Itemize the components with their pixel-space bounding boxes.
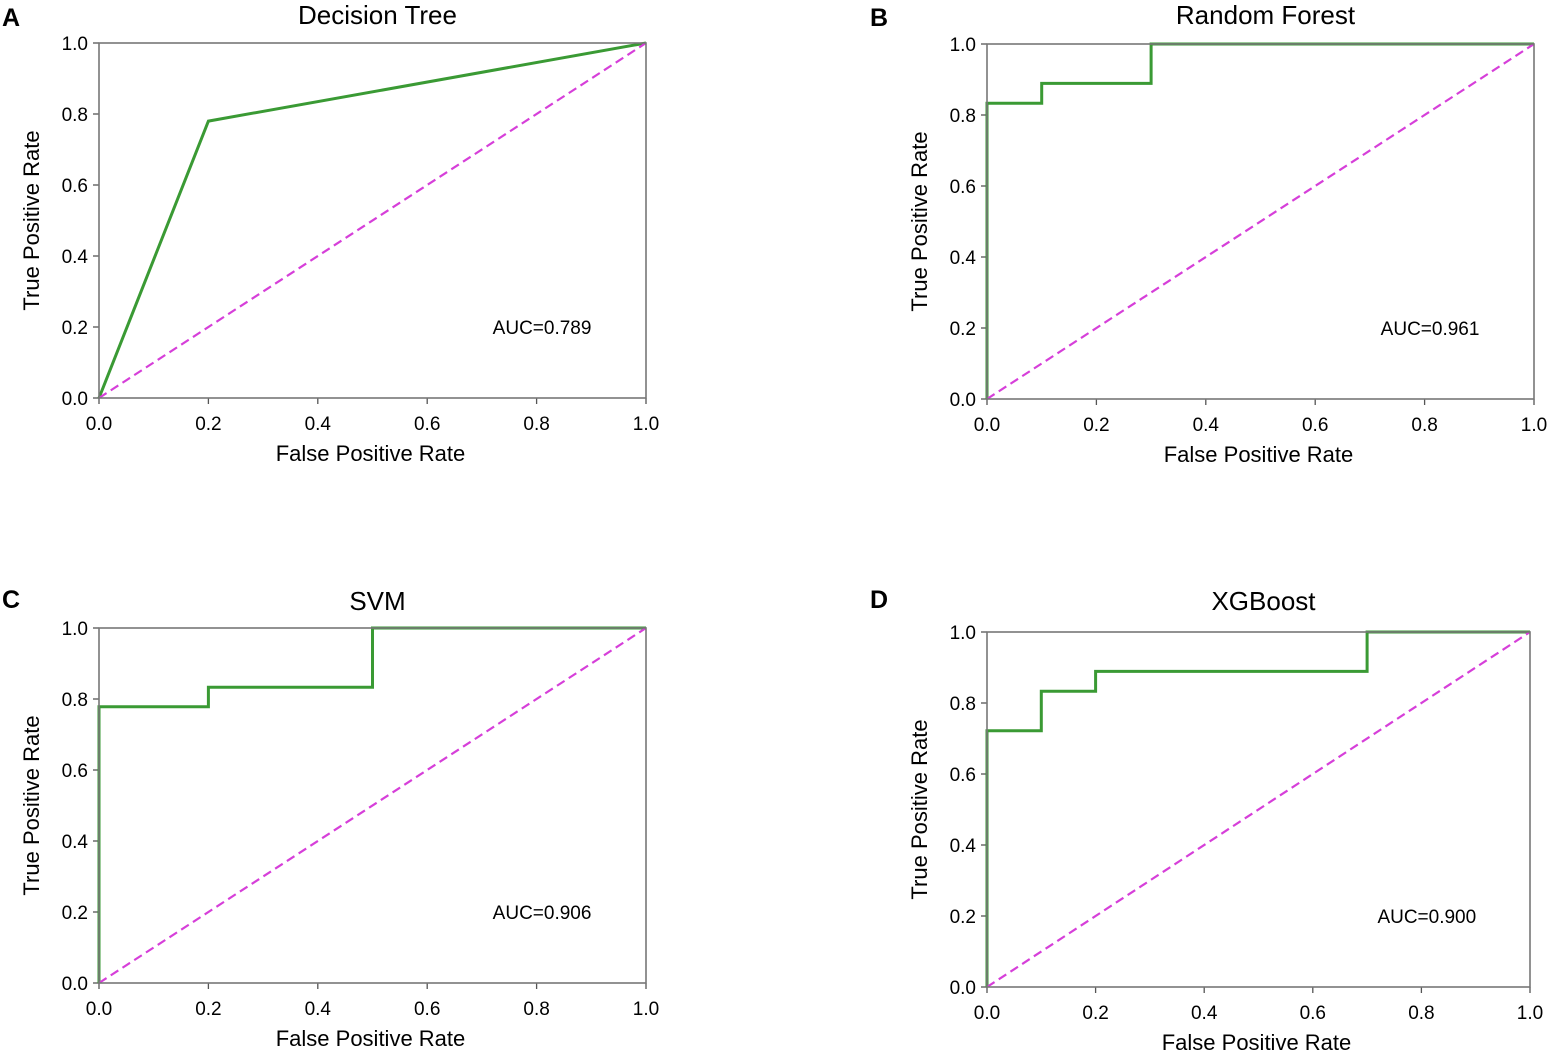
auc-annotation: AUC=0.961 [1381, 319, 1480, 340]
chart-title: Decision Tree [298, 0, 457, 30]
chart-title: Random Forest [1176, 0, 1356, 30]
panel-letter: D [870, 586, 888, 614]
x-tick-label: 0.8 [523, 414, 549, 435]
y-axis-label: True Positive Rate [19, 130, 44, 310]
x-tick-label: 0.8 [1411, 415, 1437, 436]
auc-annotation: AUC=0.906 [493, 903, 592, 924]
y-tick-label: 0.2 [950, 907, 976, 928]
x-tick-label: 0.4 [305, 414, 332, 435]
roc-curve-line [985, 630, 1530, 987]
chance-diagonal-line [98, 627, 647, 984]
y-tick-label: 0.4 [62, 832, 89, 853]
x-tick-label: 0.2 [1082, 1003, 1108, 1024]
y-tick-label: 0.6 [950, 177, 976, 198]
panel-letter: B [870, 4, 888, 32]
x-axis-label: False Positive Rate [1162, 1030, 1352, 1054]
y-tick-label: 0.4 [950, 248, 977, 269]
plot-frame [98, 42, 647, 399]
x-tick-label: 0.2 [1083, 415, 1109, 436]
auc-annotation: AUC=0.900 [1377, 907, 1476, 928]
x-tick-label: 0.0 [86, 414, 112, 435]
x-tick-label: 0.4 [305, 999, 332, 1020]
panel-letter: C [2, 586, 20, 614]
x-axis-label: False Positive Rate [1164, 442, 1354, 467]
x-tick-label: 0.2 [195, 999, 221, 1020]
y-tick-label: 0.0 [950, 978, 976, 999]
y-axis-label: True Positive Rate [19, 715, 44, 895]
y-tick-label: 0.2 [62, 903, 88, 924]
y-tick-label: 0.4 [950, 836, 977, 857]
y-tick-label: 1.0 [62, 34, 88, 55]
y-tick-label: 1.0 [62, 619, 88, 640]
x-tick-label: 0.0 [86, 999, 112, 1020]
y-tick-label: 0.8 [950, 694, 976, 715]
x-tick-label: 0.6 [414, 414, 440, 435]
y-tick-label: 0.8 [950, 106, 976, 127]
x-tick-label: 0.4 [1191, 1003, 1218, 1024]
chart-title: SVM [349, 586, 405, 616]
x-tick-label: 0.8 [523, 999, 549, 1020]
x-axis-label: False Positive Rate [276, 1026, 466, 1051]
chart-panel-d: D XGBoost 0.0 0.0 0.2 0.2 0.4 0.4 0.6 0.6 0.8 0.8 1.… [870, 586, 1543, 1054]
x-axis-label: False Positive Rate [276, 441, 466, 466]
x-tick-label: 1.0 [633, 999, 659, 1020]
x-tick-label: 1.0 [1521, 415, 1547, 436]
chance-diagonal-line [986, 43, 1535, 400]
x-tick-label: 0.8 [1408, 1003, 1434, 1024]
y-tick-label: 1.0 [950, 623, 976, 644]
x-tick-label: 0.4 [1193, 415, 1220, 436]
y-tick-label: 0.6 [950, 765, 976, 786]
y-tick-label: 1.0 [950, 35, 976, 56]
x-tick-label: 0.0 [974, 415, 1000, 436]
plot-frame [98, 627, 647, 984]
x-tick-label: 0.2 [195, 414, 221, 435]
y-tick-label: 0.2 [950, 319, 976, 340]
x-tick-label: 0.6 [1300, 1003, 1326, 1024]
x-tick-label: 0.0 [974, 1003, 1000, 1024]
auc-annotation: AUC=0.789 [493, 318, 592, 339]
y-tick-label: 0.4 [62, 247, 89, 268]
chart-panel-a: A Decision Tree 0.0 0.0 0.2 0.2 0.4 0.4 0.6 0.6 0.… [2, 0, 659, 466]
y-axis-label: True Positive Rate [907, 719, 932, 899]
y-tick-label: 0.0 [950, 390, 976, 411]
chance-diagonal-line [986, 631, 1531, 988]
y-tick-label: 0.0 [62, 974, 88, 995]
x-tick-label: 1.0 [633, 414, 659, 435]
plot-frame [986, 631, 1531, 988]
chart-panel-b: B Random Forest 0.0 0.0 0.2 0.2 0.4 0.4 0.6 0.6 0.… [870, 0, 1547, 467]
y-tick-label: 0.6 [62, 761, 88, 782]
x-tick-label: 1.0 [1517, 1003, 1543, 1024]
y-axis-label: True Positive Rate [907, 131, 932, 311]
y-tick-label: 0.6 [62, 176, 88, 197]
y-tick-label: 0.0 [62, 389, 88, 410]
chart-panel-c: C SVM 0.0 0.0 0.2 0.2 0.4 0.4 0.6 0.6 0.8 0.8 1.0 1.0… [2, 586, 659, 1051]
roc-curve-line [97, 41, 647, 399]
y-tick-label: 0.2 [62, 318, 88, 339]
y-tick-label: 0.8 [62, 105, 88, 126]
x-tick-label: 0.6 [1302, 415, 1328, 436]
chance-diagonal-line [98, 42, 647, 399]
panel-letter: A [2, 4, 20, 32]
x-tick-label: 0.6 [414, 999, 440, 1020]
chart-title: XGBoost [1211, 586, 1316, 616]
y-tick-label: 0.8 [62, 690, 88, 711]
plot-frame [986, 43, 1535, 400]
